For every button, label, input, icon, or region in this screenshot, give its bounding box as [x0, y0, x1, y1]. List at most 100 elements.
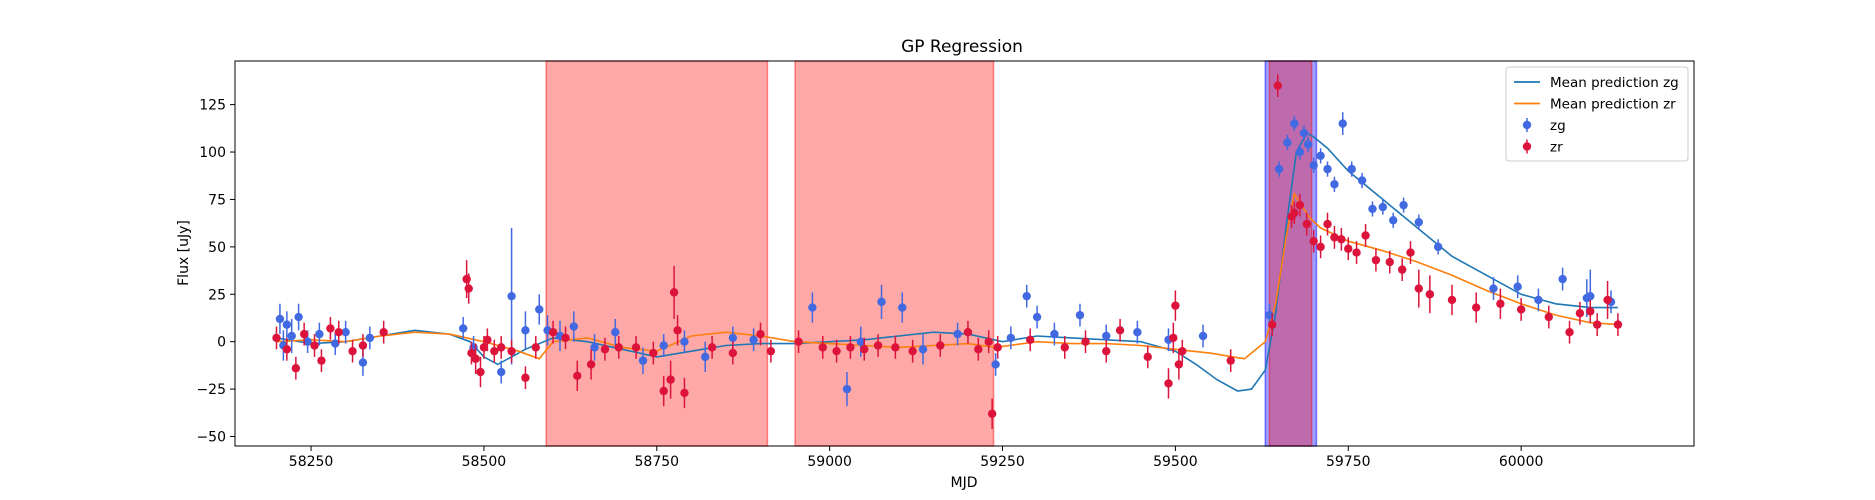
data-point [507, 291, 516, 301]
data-point [1330, 233, 1339, 242]
data-point [1299, 128, 1309, 138]
data-point [1050, 329, 1059, 339]
data-point [1143, 352, 1152, 362]
data-point [1273, 81, 1282, 90]
data-point [1323, 219, 1332, 229]
data-point [1361, 231, 1370, 240]
y-tick-label: −50 [196, 430, 226, 446]
data-point [1389, 216, 1398, 225]
data-point [638, 356, 648, 365]
data-point [1425, 290, 1435, 299]
y-tick-label: 75 [208, 192, 226, 208]
data-point [984, 337, 993, 346]
data-point [1169, 333, 1178, 343]
data-point [590, 343, 599, 352]
data-point [348, 346, 357, 356]
data-point [1534, 295, 1543, 305]
data-point [1283, 138, 1292, 147]
data-point [497, 367, 506, 377]
legend-label: Mean prediction zg [1550, 75, 1679, 91]
x-tick-label: 59750 [1326, 454, 1371, 470]
data-point [1586, 307, 1595, 316]
data-point [891, 343, 900, 352]
data-point [1347, 164, 1356, 174]
data-point [1171, 301, 1180, 310]
data-point [275, 314, 285, 324]
data-point [659, 341, 668, 350]
data-point [358, 358, 368, 367]
x-tick-label: 58250 [289, 454, 334, 470]
data-point [531, 343, 540, 352]
plot-frame [234, 60, 1695, 447]
data-point [1406, 248, 1415, 257]
data-point [794, 337, 803, 346]
data-point [1060, 343, 1069, 352]
data-point [282, 345, 292, 354]
data-point [272, 333, 281, 343]
legend-label: zr [1550, 140, 1563, 156]
data-point [1295, 200, 1305, 210]
data-point [1337, 235, 1346, 244]
data-point [299, 329, 309, 339]
legend: Mean prediction zg Mean prediction zr zg zr [1505, 66, 1689, 162]
shaded-region-0 [545, 60, 769, 447]
data-point [1513, 282, 1522, 291]
data-point [936, 341, 945, 350]
data-point [728, 333, 738, 343]
data-point [1323, 164, 1332, 174]
data-point [282, 320, 292, 329]
data-point [379, 328, 388, 337]
y-tick-label: −25 [196, 382, 226, 398]
data-point [1032, 312, 1042, 322]
data-point [1344, 244, 1353, 253]
x-tick-label: 60000 [1499, 454, 1544, 470]
data-point [507, 346, 516, 356]
data-point [1081, 337, 1090, 346]
data-point [1102, 346, 1111, 356]
data-point [842, 384, 852, 394]
data-point [1025, 335, 1035, 344]
data-point [987, 409, 997, 418]
data-point [1075, 310, 1085, 320]
data-point [1316, 151, 1325, 161]
data-point [315, 329, 324, 339]
data-point [548, 328, 558, 337]
data-point [1274, 164, 1284, 174]
data-point [535, 305, 544, 314]
data-point [766, 346, 776, 356]
data-point [1447, 295, 1457, 305]
data-point [1330, 180, 1339, 189]
data-point [1022, 291, 1031, 301]
data-point [1226, 356, 1235, 365]
data-point [673, 326, 682, 335]
data-point [365, 333, 375, 343]
data-point [993, 343, 1002, 352]
data-point [1398, 265, 1407, 274]
data-point [749, 335, 758, 344]
x-axis-label: MJD [951, 475, 978, 491]
data-point [846, 343, 855, 352]
data-point [1368, 204, 1377, 214]
data-point [1414, 218, 1423, 227]
legend-label: zg [1550, 118, 1566, 134]
legend-box [1505, 66, 1689, 162]
shaded-regions [545, 60, 1318, 447]
data-point [614, 343, 623, 352]
x-axis-ticks: 58250 58500 58750 59000 59250 59500 59750 60000 [289, 446, 1544, 470]
data-point [808, 303, 817, 312]
legend-point-marker [1522, 120, 1532, 130]
chart-title: GP Regression [901, 37, 1023, 57]
data-point [1414, 284, 1423, 293]
legend-point-marker [1522, 142, 1532, 151]
data-point [877, 297, 886, 307]
data-point [649, 348, 658, 358]
data-point [1385, 257, 1394, 267]
data-point [291, 364, 301, 373]
data-point [1565, 328, 1574, 337]
y-tick-label: 100 [199, 145, 226, 161]
data-point [476, 367, 485, 377]
x-tick-label: 59500 [1153, 454, 1198, 470]
data-point [1102, 331, 1111, 341]
data-point [1290, 208, 1299, 217]
data-point [832, 346, 841, 356]
